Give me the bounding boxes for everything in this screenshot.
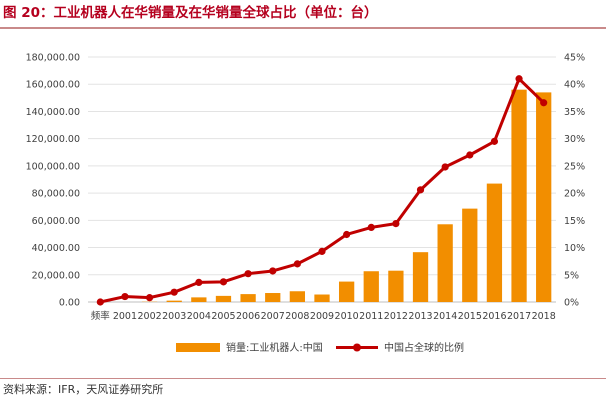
- legend-bar-label: 销量:工业机器人:中国: [226, 341, 323, 354]
- bar: [462, 208, 478, 302]
- line-point: [416, 186, 425, 194]
- x-tick-label: 2017: [507, 311, 531, 322]
- y-tick-label: 20,000.00: [32, 270, 80, 281]
- bar: [388, 270, 404, 302]
- line-point: [466, 151, 474, 159]
- y2-tick-label: 15%: [564, 216, 585, 227]
- bar-series: [141, 89, 552, 303]
- x-tick-label: 2008: [285, 311, 309, 322]
- legend-line-marker: [353, 343, 361, 352]
- y2-tick-label: 25%: [564, 161, 585, 172]
- line-point: [219, 278, 228, 286]
- x-tick-label: 2015: [458, 311, 482, 322]
- bar: [265, 293, 281, 302]
- x-tick-label: 2002: [137, 311, 161, 322]
- line-point: [121, 292, 129, 301]
- bar: [437, 224, 453, 302]
- y2-tick-label: 5%: [564, 270, 579, 281]
- y-tick-label: 120,000.00: [26, 134, 80, 145]
- gridlines: [88, 56, 556, 303]
- bar: [240, 294, 256, 302]
- line-point: [343, 230, 351, 239]
- bar: [166, 300, 182, 302]
- y-tick-label: 100,000.00: [26, 161, 80, 172]
- x-tick-label: 2006: [236, 311, 260, 322]
- bar: [363, 271, 379, 302]
- y-tick-label: 140,000.00: [26, 107, 80, 118]
- line-point: [195, 278, 203, 286]
- legend-bar-swatch: [176, 343, 220, 352]
- y-axis-left-ticks: 0.00 20,000.00 40,000.00 60,000.00 80,000.00…: [26, 53, 80, 309]
- figure-title: 图 20：工业机器人在华销量及在华销量全球占比（单位：台）: [3, 5, 378, 21]
- line-point: [318, 247, 326, 255]
- x-tick-label: 2001: [113, 311, 137, 322]
- y2-tick-label: 35%: [564, 107, 585, 118]
- y-tick-label: 180,000.00: [26, 53, 80, 64]
- x-tick-label: 2005: [211, 311, 235, 322]
- bar: [536, 92, 552, 302]
- line-point: [96, 298, 104, 306]
- x-tick-label: 2010: [335, 311, 359, 322]
- x-tick-label: 2018: [532, 311, 556, 322]
- y-tick-label: 0.00: [59, 298, 80, 309]
- bar: [289, 291, 306, 302]
- x-tick-label: 2014: [433, 311, 457, 322]
- bar: [338, 281, 355, 302]
- line-point: [515, 75, 523, 83]
- line-point: [367, 223, 375, 232]
- x-tick-label: 频率: [91, 310, 111, 322]
- x-tick-label: 2012: [384, 311, 408, 322]
- x-tick-label: 2016: [482, 311, 506, 322]
- line-point: [170, 288, 178, 296]
- line-point: [540, 99, 548, 107]
- line-point: [490, 137, 499, 145]
- y-tick-label: 40,000.00: [32, 243, 80, 254]
- line-series: [96, 75, 548, 306]
- bar: [314, 294, 330, 302]
- y-tick-label: 80,000.00: [32, 189, 80, 200]
- y2-tick-label: 0%: [564, 298, 579, 309]
- y-tick-label: 160,000.00: [26, 80, 80, 91]
- y2-tick-label: 30%: [564, 134, 585, 145]
- line-point: [392, 220, 400, 228]
- y-tick-label: 60,000.00: [32, 216, 80, 227]
- line-point: [244, 270, 252, 278]
- legend-line-label: 中国占全球的比例: [384, 341, 464, 354]
- line-point: [441, 163, 449, 171]
- bar: [486, 183, 503, 302]
- line-point: [145, 294, 154, 302]
- x-tick-label: 2011: [359, 311, 383, 322]
- line-point: [269, 267, 277, 275]
- x-tick-label: 2007: [261, 311, 285, 322]
- source-divider: [0, 378, 606, 379]
- y2-tick-label: 10%: [564, 243, 585, 254]
- title-divider: [0, 27, 606, 29]
- bar: [412, 252, 429, 302]
- y2-tick-label: 40%: [564, 80, 585, 91]
- x-tick-label: 2013: [408, 311, 432, 322]
- bar: [215, 295, 232, 302]
- y2-tick-label: 45%: [564, 53, 585, 64]
- y-axis-right-ticks: 0% 5% 10% 15% 20% 25% 30% 35% 40% 45%: [564, 53, 585, 309]
- line-point: [293, 260, 301, 268]
- legend: 销量:工业机器人:中国 中国占全球的比例: [176, 341, 464, 354]
- x-tick-label: 2003: [162, 311, 186, 322]
- x-tick-label: 2009: [310, 311, 334, 322]
- source-note: 资料来源：IFR，天风证券研究所: [3, 383, 164, 396]
- bar: [511, 89, 527, 303]
- x-axis-ticks: 频率 2001 2002 2003 2004 2005 2006 2007 2008 2009 20…: [91, 310, 556, 322]
- y2-tick-label: 20%: [564, 189, 585, 200]
- x-tick-label: 2004: [187, 311, 211, 322]
- bar: [191, 297, 207, 302]
